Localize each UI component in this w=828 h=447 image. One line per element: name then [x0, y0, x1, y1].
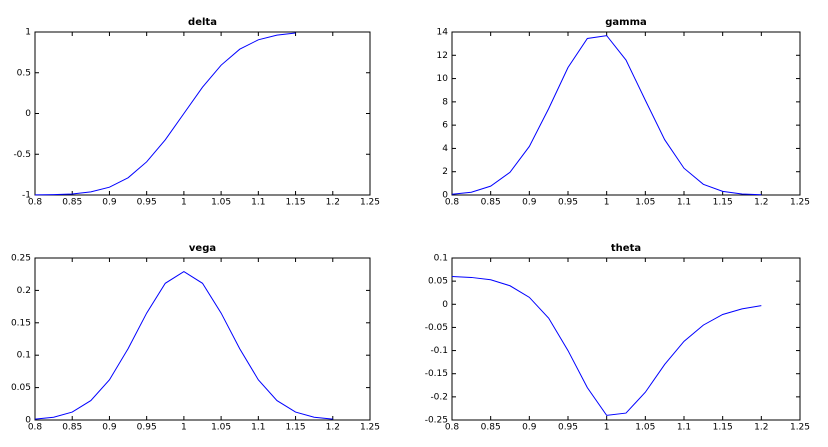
x-tick-label: 0.9: [102, 423, 117, 433]
axes-frame: [34, 31, 371, 196]
y-tick-label: -0.15: [425, 369, 448, 379]
y-tick-label: -0.2: [430, 392, 448, 402]
x-tick-label: 1.1: [251, 198, 265, 208]
y-tick-label: 0.05: [11, 383, 31, 393]
x-tick-label: 0.85: [62, 198, 82, 208]
x-tick-label: 1.25: [360, 423, 380, 433]
x-tick-label: 1: [181, 198, 187, 208]
y-tick-label: 0.1: [434, 254, 448, 264]
x-tick-label: 0.8: [445, 423, 460, 433]
y-tick-label: 0: [25, 416, 31, 426]
x-tick-label: 1.15: [713, 423, 733, 433]
y-tick-label: -0.25: [425, 416, 448, 426]
y-tick-label: 0: [442, 300, 448, 310]
x-tick-label: 1.1: [677, 423, 691, 433]
x-tick-label: 1.25: [360, 198, 380, 208]
x-tick-label: 0.8: [28, 198, 43, 208]
y-tick-label: 1: [25, 28, 31, 38]
x-tick-label: 1.2: [754, 423, 768, 433]
x-tick-label: 0.85: [481, 198, 501, 208]
y-tick-label: 10: [437, 74, 449, 84]
y-tick-label: 8: [442, 97, 448, 107]
y-tick-label: 0.25: [11, 254, 31, 264]
x-tick-label: 1.15: [286, 198, 306, 208]
x-tick-label: 0.9: [102, 198, 117, 208]
y-tick-label: 2: [442, 167, 448, 177]
x-tick-label: 1: [181, 423, 187, 433]
x-tick-label: 1.15: [713, 198, 733, 208]
y-tick-label: -1: [22, 191, 31, 201]
x-tick-label: 0.85: [62, 423, 82, 433]
chart-title: theta: [611, 243, 641, 254]
y-tick-label: -0.1: [430, 346, 448, 356]
curve: [34, 32, 296, 196]
chart-title: delta: [188, 17, 217, 28]
chart-title: vega: [189, 243, 216, 254]
x-tick-label: 0.9: [522, 423, 537, 433]
y-tick-label: 4: [442, 144, 448, 154]
x-tick-label: 1.25: [790, 423, 810, 433]
axes-frame: [34, 257, 371, 421]
x-tick-label: 1: [604, 423, 610, 433]
x-tick-label: 1: [604, 198, 610, 208]
y-tick-label: 14: [437, 28, 449, 38]
x-tick-label: 1.05: [635, 198, 655, 208]
curve: [34, 271, 333, 420]
y-tick-label: 0.2: [17, 286, 31, 296]
y-tick-label: 0: [442, 191, 448, 201]
y-tick-label: -0.5: [13, 150, 31, 160]
x-tick-label: 1.1: [677, 198, 691, 208]
x-tick-label: 1.05: [635, 423, 655, 433]
x-tick-label: 1.05: [211, 198, 231, 208]
chart-title: gamma: [605, 17, 647, 28]
curve: [451, 276, 762, 416]
y-tick-label: 0.1: [17, 351, 31, 361]
y-tick-label: -0.05: [425, 323, 448, 333]
x-tick-label: 1.2: [754, 198, 768, 208]
x-tick-label: 1.1: [251, 423, 265, 433]
y-tick-label: 6: [442, 121, 448, 131]
y-tick-label: 0.05: [428, 277, 448, 287]
x-tick-label: 1.05: [211, 423, 231, 433]
x-tick-label: 1.2: [326, 423, 340, 433]
x-tick-label: 1.15: [286, 423, 306, 433]
x-tick-label: 0.85: [481, 423, 501, 433]
x-tick-label: 1.2: [326, 198, 340, 208]
y-tick-label: 0.15: [11, 318, 31, 328]
x-tick-label: 0.8: [445, 198, 460, 208]
x-tick-label: 0.9: [522, 198, 537, 208]
x-tick-label: 1.25: [790, 198, 810, 208]
x-tick-label: 0.8: [28, 423, 43, 433]
x-tick-label: 0.95: [137, 198, 157, 208]
x-tick-label: 0.95: [558, 198, 578, 208]
axes-frame: [451, 257, 801, 421]
x-tick-label: 0.95: [137, 423, 157, 433]
curve: [451, 35, 762, 196]
y-tick-label: 12: [437, 51, 448, 61]
y-tick-label: 0.5: [17, 68, 31, 78]
y-tick-label: 0: [25, 109, 31, 119]
x-tick-label: 0.95: [558, 423, 578, 433]
axes-frame: [451, 31, 801, 196]
